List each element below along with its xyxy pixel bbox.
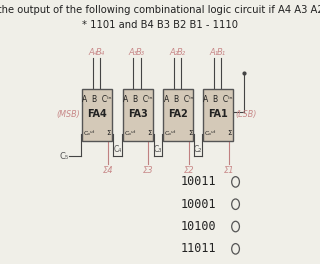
Text: A₃: A₃ [129, 48, 138, 57]
Bar [82, 89, 112, 141]
Text: * 1101 and B4 B3 B2 B1 - 1110: * 1101 and B4 B3 B2 B1 - 1110 [82, 20, 238, 30]
Text: A₂: A₂ [170, 48, 179, 57]
Text: A  B  Cᴵⁿ: A B Cᴵⁿ [123, 95, 152, 104]
Text: Cₒᵘᵗ: Cₒᵘᵗ [205, 131, 216, 136]
Text: Σ3: Σ3 [143, 166, 154, 175]
Text: FA3: FA3 [128, 109, 148, 119]
Text: Σ: Σ [147, 130, 152, 136]
Text: FA4: FA4 [87, 109, 107, 119]
Text: FA2: FA2 [169, 109, 188, 119]
Text: 11011: 11011 [180, 242, 216, 255]
Text: Cₒᵘᵗ: Cₒᵘᵗ [84, 131, 95, 136]
Text: Cₒᵘᵗ: Cₒᵘᵗ [124, 131, 136, 136]
Text: A₁: A₁ [209, 48, 219, 57]
Text: C₃: C₃ [154, 145, 162, 154]
Text: B₁: B₁ [216, 48, 226, 57]
Text: Σ4: Σ4 [102, 166, 113, 175]
Text: Σ1: Σ1 [224, 166, 234, 175]
Text: 10001: 10001 [180, 198, 216, 211]
Text: Σ: Σ [188, 130, 192, 136]
Text: A  B  Cᴵⁿ: A B Cᴵⁿ [204, 95, 233, 104]
Text: 10100: 10100 [180, 220, 216, 233]
Bar [164, 89, 193, 141]
Text: C₂: C₂ [194, 145, 203, 154]
Text: Find the output of the following combinational logic circuit if A4 A3 A2 A1 -: Find the output of the following combina… [0, 5, 320, 15]
Text: B₂: B₂ [177, 48, 186, 57]
Text: Σ: Σ [228, 130, 232, 136]
Bar [203, 89, 233, 141]
Bar [123, 89, 153, 141]
Text: B₄: B₄ [95, 48, 105, 57]
Text: Cₒᵘᵗ: Cₒᵘᵗ [165, 131, 176, 136]
Text: (MSB): (MSB) [56, 110, 80, 119]
Text: A₄: A₄ [88, 48, 97, 57]
Text: (LSB): (LSB) [235, 110, 256, 119]
Text: FA1: FA1 [208, 109, 228, 119]
Text: A  B  Cᴵⁿ: A B Cᴵⁿ [164, 95, 193, 104]
Text: A  B  Cᴵⁿ: A B Cᴵⁿ [82, 95, 112, 104]
Text: 10011: 10011 [180, 175, 216, 188]
Text: Σ2: Σ2 [184, 166, 195, 175]
Text: Σ: Σ [107, 130, 111, 136]
Text: C₅: C₅ [59, 152, 68, 161]
Text: C₄: C₄ [113, 145, 122, 154]
Text: B₃: B₃ [136, 48, 145, 57]
